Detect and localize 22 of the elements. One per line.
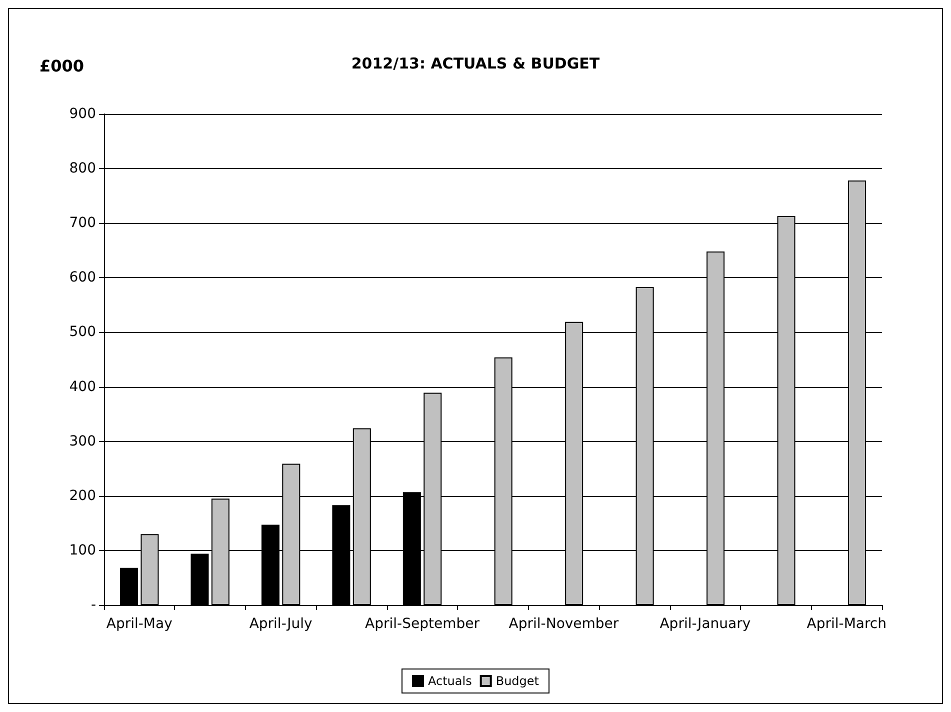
- chart-title: 2012/13: ACTUALS & BUDGET: [351, 54, 600, 72]
- x-tick-label: April-July: [249, 616, 312, 632]
- y-tick-label: 800: [69, 160, 96, 177]
- bar: [190, 554, 209, 605]
- y-tick-label: 300: [69, 433, 96, 450]
- bar: [120, 568, 138, 605]
- y-tick-label: 500: [69, 324, 96, 340]
- y-tick-label: 900: [69, 106, 96, 122]
- y-axis-title: £000: [39, 56, 84, 76]
- y-tick-label: 200: [69, 488, 96, 504]
- y-tick-label: 700: [69, 215, 96, 232]
- y-tick-label: 600: [69, 270, 96, 286]
- x-tick-label: April-March: [806, 616, 887, 632]
- y-tick-label: 400: [69, 378, 96, 395]
- y-tick-label: -: [90, 597, 96, 613]
- x-tick-label: April-January: [660, 616, 751, 632]
- x-tick-label: April-May: [106, 616, 172, 632]
- y-tick-label: 100: [69, 542, 96, 558]
- legend-label: Budget: [496, 674, 540, 688]
- x-tick-label: April-November: [508, 616, 619, 632]
- x-tick-label: April-September: [365, 616, 480, 632]
- legend-label: Actuals: [428, 674, 472, 688]
